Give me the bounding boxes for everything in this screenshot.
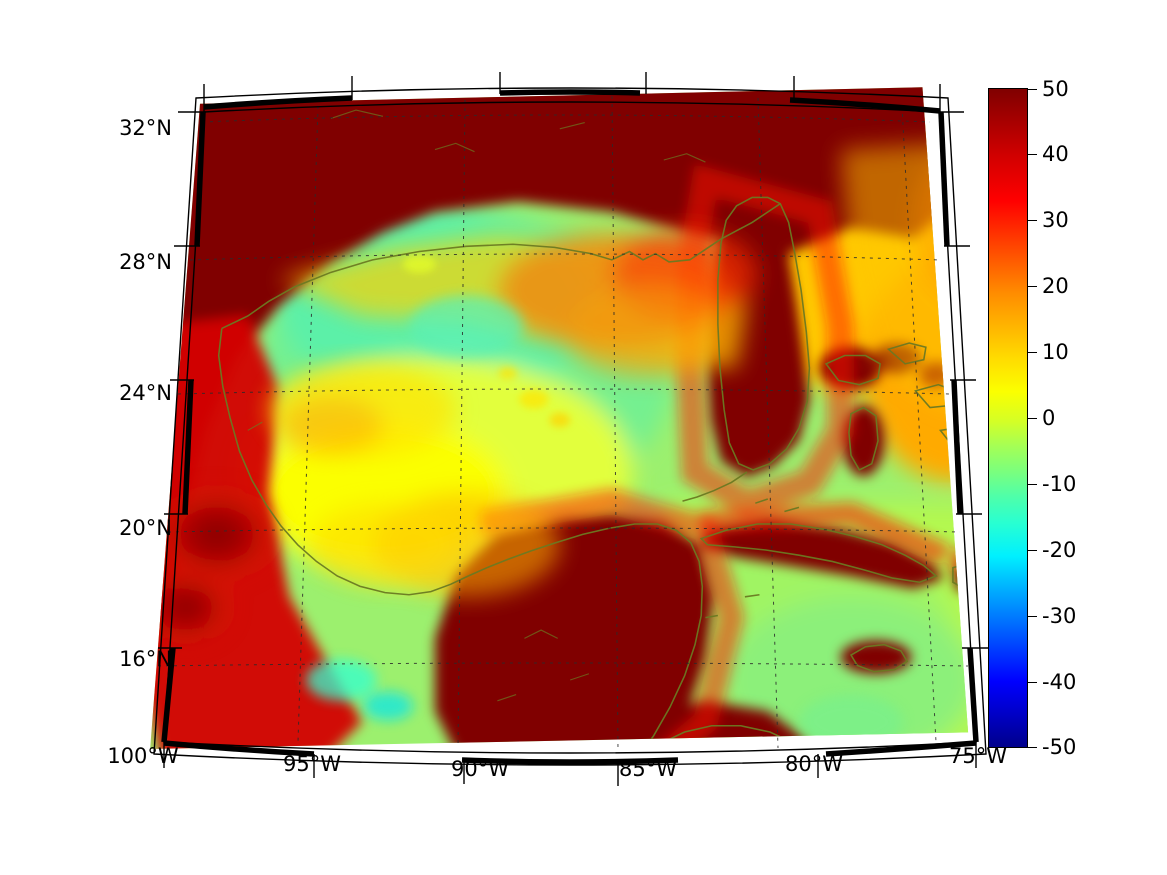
lat-tick-label-20n: 20°N <box>119 516 172 540</box>
colorbar-label-30: 30 <box>1042 208 1069 232</box>
colorbar-label-0: 0 <box>1042 406 1056 430</box>
colorbar-group: 50 40 30 20 10 0 -10 -20 -30 -40 -50 <box>988 77 1138 759</box>
lat-tick-label-32n: 32°N <box>119 116 172 140</box>
colorbar-label-neg30: -30 <box>1042 604 1077 628</box>
colorbar-tick-neg30 <box>1028 616 1037 617</box>
colorbar-tick-neg20 <box>1028 550 1037 551</box>
colorbar-tick-20 <box>1028 286 1037 287</box>
colorbar-tick-neg10 <box>1028 484 1037 485</box>
lon-tick-label-85w: 85°W <box>619 757 677 781</box>
colorbar-tick-0 <box>1028 418 1037 419</box>
lat-tick-label-28n: 28°N <box>119 250 172 274</box>
lon-tick-label-80w: 80°W <box>785 752 843 776</box>
colorbar-label-40: 40 <box>1042 142 1069 166</box>
heatmap-raster <box>150 87 969 749</box>
colorbar-tick-40 <box>1028 154 1037 155</box>
lon-tick-label-100w: 100°W <box>107 744 179 768</box>
colorbar-label-neg50: -50 <box>1042 735 1077 759</box>
colorbar-tick-50 <box>1028 89 1037 90</box>
colorbar-tick-30 <box>1028 220 1037 221</box>
map-clip-region <box>150 87 969 749</box>
colorbar-tick-neg50 <box>1028 747 1037 748</box>
lon-tick-label-95w: 95°W <box>283 752 341 776</box>
colorbar-label-10: 10 <box>1042 340 1069 364</box>
colorbar-label-neg40: -40 <box>1042 670 1077 694</box>
lat-tick-label-24n: 24°N <box>119 381 172 405</box>
colorbar-label-20: 20 <box>1042 274 1069 298</box>
colorbar-gradient[interactable] <box>988 88 1028 748</box>
colorbar-tick-neg40 <box>1028 682 1037 683</box>
map-plot-area[interactable] <box>140 70 988 786</box>
colorbar-label-50: 50 <box>1042 77 1069 101</box>
colorbar-tick-10 <box>1028 352 1037 353</box>
lon-tick-label-90w: 90°W <box>451 757 509 781</box>
colorbar-label-neg20: -20 <box>1042 538 1077 562</box>
lon-tick-label-75w: 75°W <box>949 744 1007 768</box>
colorbar-label-neg10: -10 <box>1042 472 1077 496</box>
lat-tick-label-16n: 16°N <box>119 647 172 671</box>
